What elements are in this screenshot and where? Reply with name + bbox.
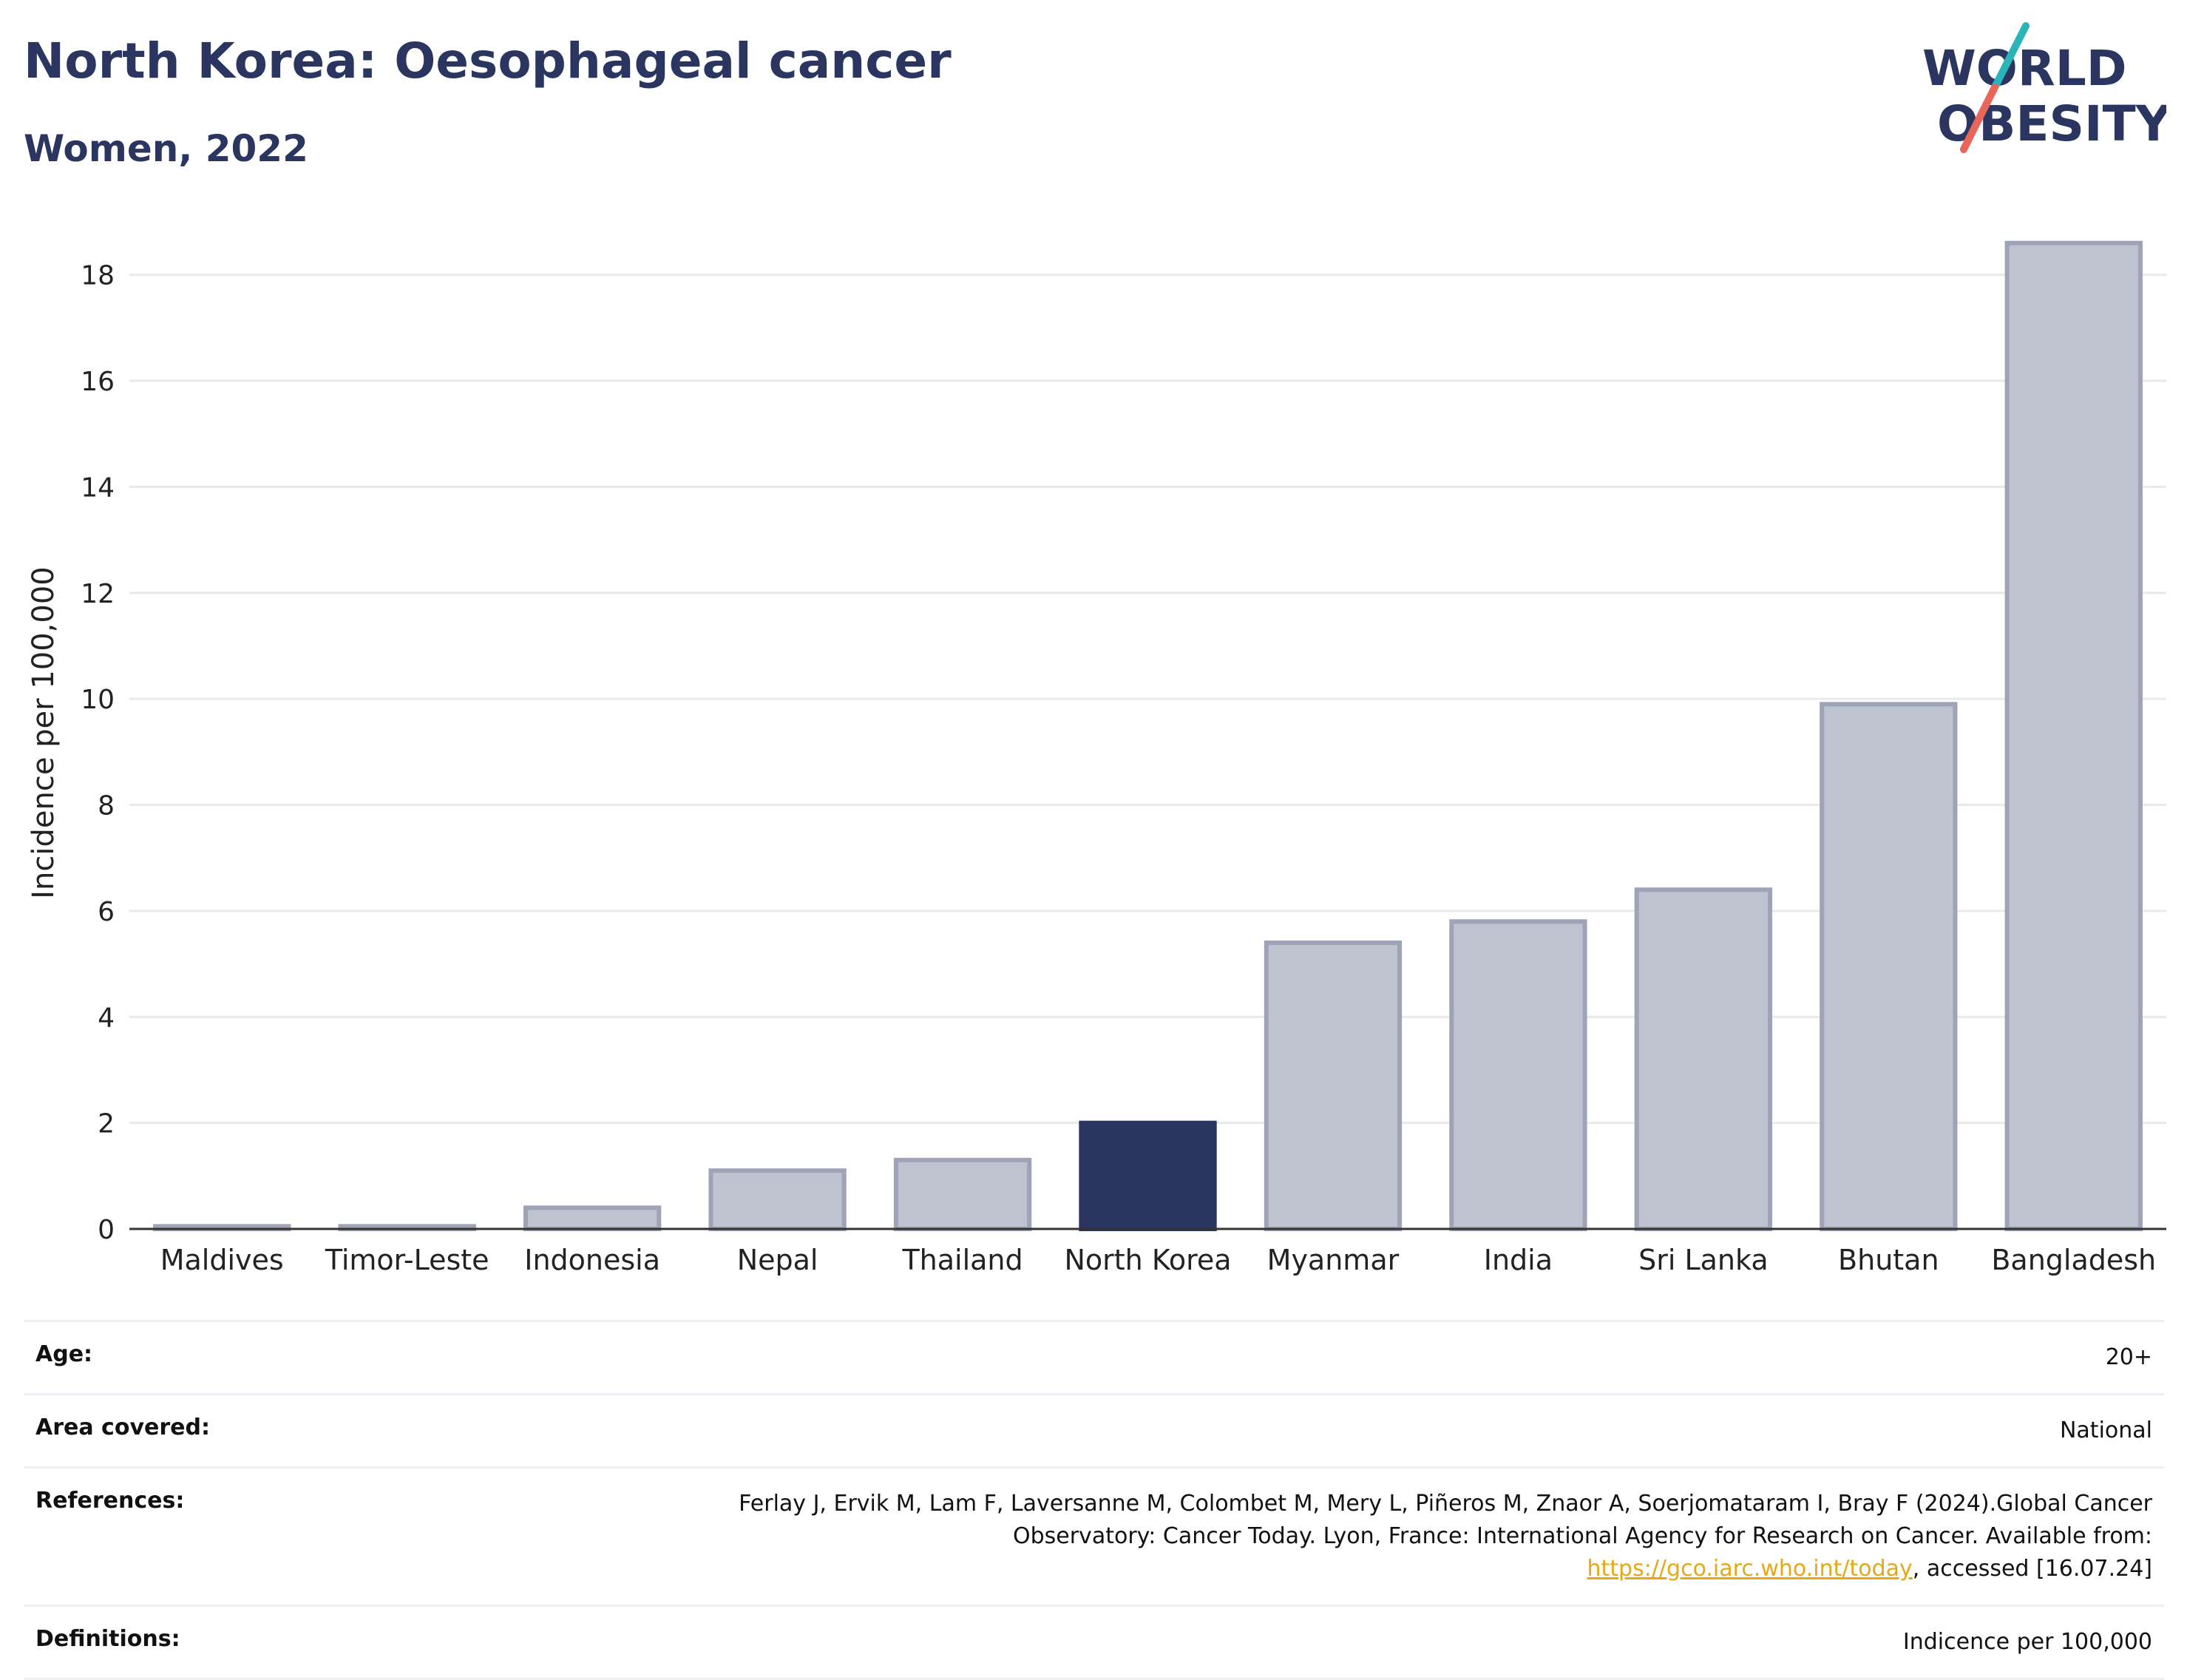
bar-thailand: [893, 1157, 1032, 1232]
x-label-maldives: Maldives: [160, 1244, 284, 1276]
references-value: Ferlay J, Ervik M, Lam F, Laversanne M, …: [674, 1488, 2152, 1585]
bars: [153, 240, 2143, 1232]
bar-myanmar: [1264, 940, 1403, 1231]
meta-row-area: Area covered: National: [24, 1393, 2164, 1466]
x-label-north-korea: North Korea: [1064, 1244, 1231, 1276]
y-tick-label: 0: [98, 1215, 115, 1245]
x-label-myanmar: Myanmar: [1267, 1244, 1400, 1276]
logo-line1: WORLD: [1922, 40, 2127, 97]
bar-sri-lanka: [1634, 887, 1773, 1232]
y-tick-label: 4: [98, 1003, 115, 1033]
page-subtitle: Women, 2022: [24, 127, 308, 170]
y-axis-title: Incidence per 100,000: [27, 566, 61, 899]
x-label-indonesia: Indonesia: [524, 1244, 660, 1276]
definitions-value: Indicence per 100,000: [1902, 1629, 2152, 1655]
logo-slash-coral: [1960, 84, 1998, 153]
x-label-timor-leste: Timor-Leste: [325, 1244, 489, 1276]
age-label: Age:: [35, 1341, 93, 1367]
x-category-labels: Maldives Timor-Leste Indonesia Nepal Thailan…: [160, 1244, 2156, 1276]
references-label: References:: [35, 1488, 185, 1514]
bar-bhutan: [1820, 702, 1958, 1231]
bar-chart: 0 2 4 6 8 10 12 14 16 18 Maldives Timor-Leste Indon…: [27, 240, 2166, 1276]
metadata-table: Age: 20+ Area covered: National Referenc…: [24, 1320, 2164, 1680]
x-label-bhutan: Bhutan: [1838, 1244, 1939, 1276]
x-label-india: India: [1484, 1244, 1553, 1276]
y-tick-label: 16: [81, 367, 115, 397]
y-tick-label: 6: [98, 897, 115, 927]
y-tick-label: 2: [98, 1109, 115, 1139]
logo-slash-teal: [1991, 22, 2030, 91]
bar-india: [1449, 919, 1587, 1231]
x-label-sri-lanka: Sri Lanka: [1638, 1244, 1769, 1276]
world-obesity-logo: WORLD OBESITY: [1922, 22, 2166, 153]
bar-nepal: [708, 1168, 847, 1231]
area-label: Area covered:: [35, 1415, 210, 1440]
meta-row-definitions: Definitions: Indicence per 100,000: [24, 1605, 2164, 1680]
y-tick-label: 14: [81, 472, 115, 503]
y-tick-label: 12: [81, 579, 115, 609]
meta-row-references: References: Ferlay J, Ervik M, Lam F, La…: [24, 1466, 2164, 1605]
x-label-thailand: Thailand: [901, 1244, 1023, 1276]
y-tick-labels: 0 2 4 6 8 10 12 14 16 18: [81, 261, 115, 1245]
area-value: National: [2059, 1418, 2152, 1443]
bar-north-korea: [1079, 1120, 1217, 1232]
y-tick-label: 10: [81, 685, 115, 715]
references-text-1: Ferlay J, Ervik M, Lam F, Laversanne M, …: [739, 1491, 2152, 1549]
bar-bangladesh: [2004, 240, 2143, 1231]
meta-row-age: Age: 20+: [24, 1320, 2164, 1393]
age-value: 20+: [2105, 1344, 2152, 1370]
page-title: North Korea: Oesophageal cancer: [24, 33, 952, 89]
y-tick-label: 8: [98, 791, 115, 822]
references-link[interactable]: https://gco.iarc.who.int/today: [1587, 1556, 1913, 1582]
references-text-2: , accessed [16.07.24]: [1912, 1556, 2152, 1582]
x-label-bangladesh: Bangladesh: [1991, 1244, 2156, 1276]
x-label-nepal: Nepal: [737, 1244, 818, 1276]
definitions-label: Definitions:: [35, 1626, 180, 1652]
y-tick-label: 18: [81, 261, 115, 291]
bar-indonesia: [523, 1205, 662, 1231]
